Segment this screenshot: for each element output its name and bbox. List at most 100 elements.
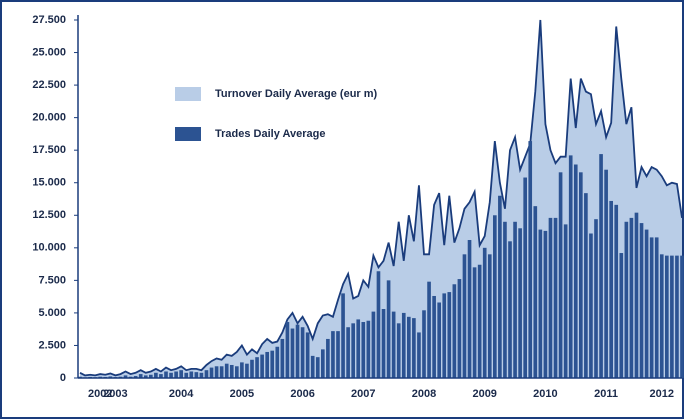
bar bbox=[275, 346, 280, 378]
bar bbox=[432, 295, 436, 378]
legend-swatch bbox=[175, 87, 201, 101]
x-tick-label: 2007 bbox=[351, 388, 375, 400]
legend-label: Turnover Daily Average (eur m) bbox=[215, 88, 378, 100]
bar bbox=[366, 320, 371, 378]
bar bbox=[599, 154, 603, 378]
bar bbox=[503, 221, 507, 378]
x-tick-label: 2010 bbox=[533, 388, 557, 400]
bar bbox=[579, 172, 583, 378]
bar bbox=[184, 372, 189, 378]
x-tick-label: 2003 bbox=[103, 388, 127, 400]
bar bbox=[154, 372, 158, 378]
bar bbox=[498, 195, 502, 378]
y-tick-label: 2.500 bbox=[38, 339, 66, 351]
bar bbox=[199, 372, 204, 378]
bar bbox=[649, 237, 654, 378]
bar bbox=[169, 372, 173, 378]
bar bbox=[407, 316, 411, 378]
bar bbox=[386, 280, 391, 378]
bar bbox=[422, 310, 426, 378]
bar bbox=[164, 371, 168, 378]
bar bbox=[159, 374, 163, 378]
bar bbox=[563, 224, 568, 378]
bar bbox=[462, 254, 467, 378]
bar bbox=[133, 376, 138, 378]
bar bbox=[245, 363, 249, 378]
bar bbox=[523, 177, 527, 378]
bar bbox=[538, 229, 543, 378]
bar bbox=[548, 217, 553, 378]
bar bbox=[336, 331, 340, 378]
bar bbox=[396, 323, 401, 378]
x-tick-label: 2009 bbox=[472, 388, 496, 400]
bar bbox=[123, 375, 128, 378]
bar bbox=[209, 367, 214, 378]
bar bbox=[174, 371, 178, 378]
bar bbox=[331, 331, 335, 378]
bar bbox=[487, 254, 492, 378]
bar bbox=[452, 284, 457, 378]
bar bbox=[573, 164, 578, 378]
bar bbox=[482, 247, 487, 378]
bar bbox=[381, 309, 386, 378]
bar bbox=[149, 374, 153, 378]
bar bbox=[326, 338, 330, 378]
bar bbox=[290, 328, 295, 378]
x-tick-label: 2004 bbox=[169, 388, 194, 400]
x-tick-label: 2006 bbox=[290, 388, 314, 400]
legend-label: Trades Daily Average bbox=[215, 128, 325, 140]
bar bbox=[194, 372, 199, 378]
bar bbox=[659, 254, 664, 378]
bar bbox=[518, 228, 522, 378]
bar bbox=[619, 253, 624, 378]
bar bbox=[624, 221, 629, 378]
bar bbox=[654, 237, 659, 378]
y-tick-label: 12.500 bbox=[32, 209, 66, 221]
x-tick-label: 2005 bbox=[230, 388, 254, 400]
y-tick-label: 5.000 bbox=[38, 307, 66, 319]
bar bbox=[189, 371, 194, 378]
bar bbox=[235, 366, 239, 378]
x-tick-label: 2008 bbox=[412, 388, 436, 400]
y-tick-label: 22.500 bbox=[32, 79, 66, 91]
bar bbox=[680, 255, 684, 378]
bar bbox=[346, 327, 350, 378]
bar bbox=[224, 363, 229, 378]
y-tick-label: 0 bbox=[60, 372, 66, 384]
bar bbox=[614, 204, 619, 378]
bar bbox=[508, 241, 512, 378]
bar bbox=[300, 327, 305, 378]
bar bbox=[644, 229, 649, 378]
bar bbox=[447, 292, 452, 378]
bar bbox=[214, 366, 219, 378]
bar bbox=[589, 233, 593, 378]
bar bbox=[401, 312, 406, 378]
bar bbox=[528, 141, 533, 378]
x-tick-label: 2011 bbox=[594, 388, 618, 400]
y-tick-label: 17.500 bbox=[32, 144, 66, 156]
bar bbox=[341, 293, 345, 378]
bar bbox=[285, 322, 290, 378]
bar bbox=[361, 322, 366, 378]
bar bbox=[295, 324, 300, 378]
bar bbox=[240, 362, 244, 378]
bar bbox=[250, 359, 254, 378]
bar bbox=[629, 217, 634, 378]
bar bbox=[138, 374, 143, 378]
bar bbox=[260, 354, 264, 378]
bar bbox=[568, 155, 573, 378]
bar bbox=[604, 169, 608, 378]
legend-swatch bbox=[175, 127, 201, 141]
bar bbox=[280, 338, 285, 378]
bar bbox=[675, 255, 679, 378]
bar bbox=[315, 357, 320, 378]
bar bbox=[417, 332, 421, 378]
bar bbox=[639, 223, 644, 378]
bar bbox=[472, 267, 477, 378]
y-tick-label: 27.500 bbox=[32, 14, 66, 26]
bar bbox=[493, 215, 497, 378]
bar bbox=[108, 376, 113, 378]
y-tick-label: 10.000 bbox=[32, 242, 66, 254]
bar bbox=[219, 366, 224, 378]
